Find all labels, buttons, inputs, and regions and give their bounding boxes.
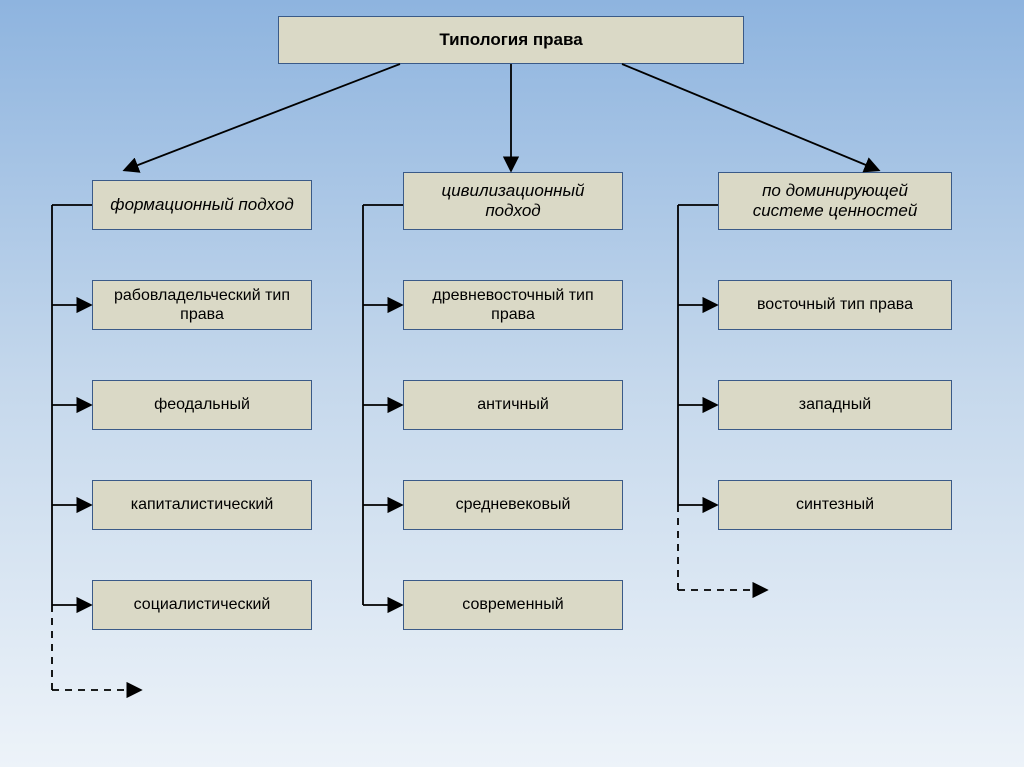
title-label: Типология права xyxy=(439,30,582,50)
column-header-label: по доминирующей системе ценностей xyxy=(727,181,943,222)
column-header-1: цивилизационный подход xyxy=(403,172,623,230)
item-label: средневековый xyxy=(456,495,571,514)
item-box-2-2: синтезный xyxy=(718,480,952,530)
title-box: Типология права xyxy=(278,16,744,64)
item-label: феодальный xyxy=(154,395,250,414)
item-box-2-0: восточный тип права xyxy=(718,280,952,330)
item-label: современный xyxy=(462,595,563,614)
item-box-1-3: современный xyxy=(403,580,623,630)
column-header-label: цивилизационный подход xyxy=(412,181,614,222)
item-label: синтезный xyxy=(796,495,874,514)
item-box-1-2: средневековый xyxy=(403,480,623,530)
item-box-0-1: феодальный xyxy=(92,380,312,430)
item-box-1-1: античный xyxy=(403,380,623,430)
item-label: социалистический xyxy=(134,595,271,614)
item-box-0-0: рабовладельческий тип права xyxy=(92,280,312,330)
item-box-0-3: социалистический xyxy=(92,580,312,630)
item-box-1-0: древневосточный тип права xyxy=(403,280,623,330)
item-label: рабовладельческий тип права xyxy=(101,286,303,324)
item-label: восточный тип права xyxy=(757,295,913,314)
item-box-2-1: западный xyxy=(718,380,952,430)
item-label: античный xyxy=(477,395,549,414)
column-header-label: формационный подход xyxy=(110,195,294,215)
column-header-0: формационный подход xyxy=(92,180,312,230)
item-label: капиталистический xyxy=(131,495,274,514)
column-header-2: по доминирующей системе ценностей xyxy=(718,172,952,230)
item-label: древневосточный тип права xyxy=(412,286,614,324)
item-label: западный xyxy=(799,395,871,414)
item-box-0-2: капиталистический xyxy=(92,480,312,530)
